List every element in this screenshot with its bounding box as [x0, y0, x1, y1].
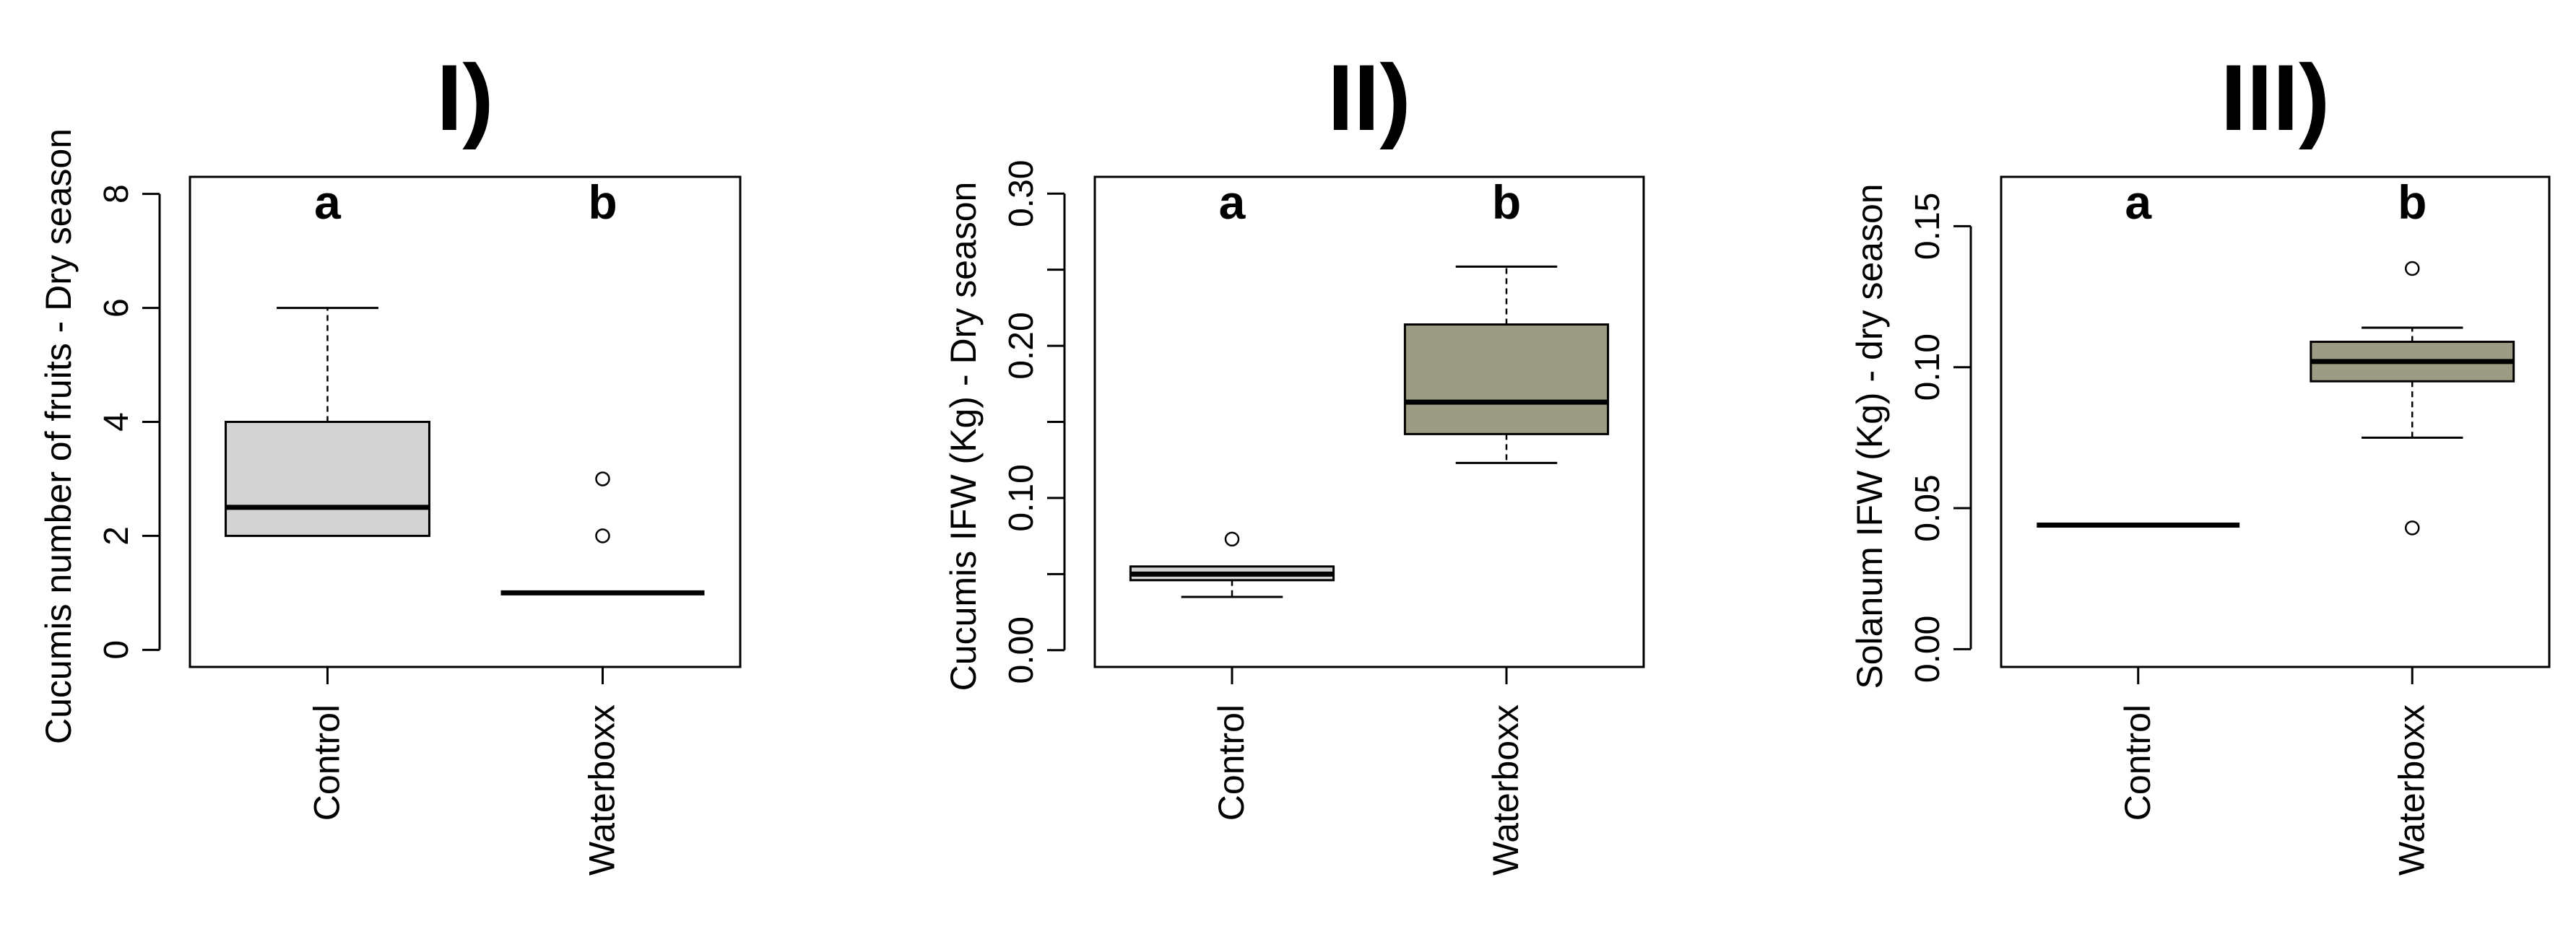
y-tick-label: 0.10 — [1909, 333, 1947, 401]
y-axis-label: Solanum IFW (Kg) - dry season — [1849, 183, 1890, 689]
group-letter: b — [2398, 175, 2427, 229]
y-tick-label: 0.00 — [1002, 616, 1041, 684]
outlier-point — [595, 471, 610, 486]
x-tick-label: Waterboxx — [582, 704, 623, 876]
y-tick-label: 6 — [97, 298, 136, 318]
outlier-point — [2405, 520, 2420, 536]
panel-2: II) 0.00 0.10 0.20 0.30 Cucumis IFW (Kg) - Dr… — [943, 45, 1645, 876]
panel-title: II) — [1327, 45, 1411, 150]
y-axis-label: Cucumis number of fruits - Dry season — [38, 128, 79, 744]
panel-title: I) — [436, 45, 493, 150]
y-tick-label: 0.20 — [1002, 312, 1041, 379]
x-tick-label: Waterboxx — [2391, 704, 2432, 876]
plot-frame — [1093, 175, 1645, 668]
y-tick-label: 8 — [97, 184, 136, 204]
outlier-point — [2405, 261, 2420, 276]
y-axis-label: Cucumis IFW (Kg) - Dry season — [943, 182, 984, 691]
panel-3: III) 0.00 0.05 0.10 0.15 Solanum IFW (Kg) - d… — [1849, 45, 2551, 876]
box-1 — [225, 421, 430, 537]
y-tick-label: 0.00 — [1909, 616, 1947, 683]
panel-title: III) — [2221, 45, 2330, 150]
x-tick-label: Waterboxx — [1486, 704, 1526, 876]
group-letter: a — [2125, 175, 2152, 229]
y-tick-label: 0 — [97, 640, 136, 660]
plot-frame — [2000, 175, 2551, 668]
y-tick-label: 0.10 — [1002, 464, 1041, 531]
panel-1: I) 0 2 4 6 8 Cucumis number of fruits - Dry se… — [38, 45, 742, 876]
y-tick-label: 0.30 — [1002, 160, 1041, 227]
group-letter: b — [588, 175, 617, 229]
outlier-point — [1224, 531, 1240, 547]
group-letter: b — [1492, 175, 1521, 229]
x-tick-label: Control — [1211, 704, 1252, 821]
y-tick-label: 0.15 — [1909, 193, 1947, 260]
group-letter: a — [1219, 175, 1246, 229]
outlier-point — [595, 528, 610, 544]
y-tick-label: 2 — [97, 526, 136, 546]
y-tick-label: 4 — [97, 412, 136, 432]
group-letter: a — [314, 175, 342, 229]
plot-frame — [188, 175, 742, 668]
box-2 — [1403, 323, 1610, 435]
x-tick-label: Control — [2117, 704, 2158, 821]
y-tick-label: 0.05 — [1909, 474, 1947, 541]
x-tick-label: Control — [307, 704, 347, 821]
